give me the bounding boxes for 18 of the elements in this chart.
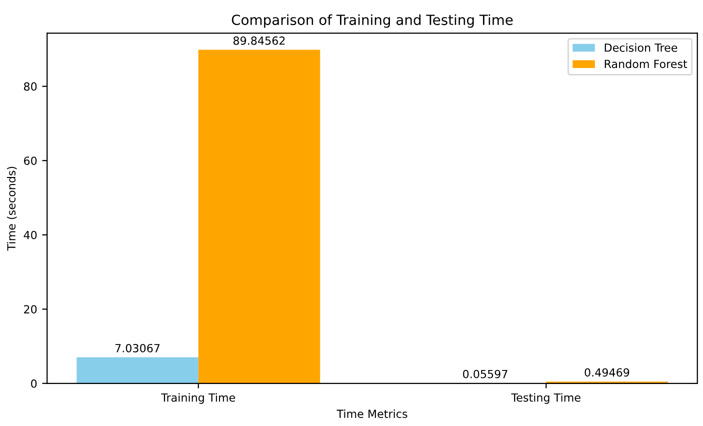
data-label: 0.05597 — [463, 370, 508, 378]
y-tick-label: 0 — [31, 379, 37, 388]
legend-label: Random Forest — [604, 60, 688, 68]
y-tick-label: 80 — [24, 82, 37, 91]
bar — [76, 357, 198, 384]
legend-label: Decision Tree — [604, 43, 678, 52]
bar — [198, 50, 320, 384]
y-tick-label: 60 — [24, 156, 37, 165]
data-label: 89.84562 — [233, 36, 285, 45]
data-label: 7.03067 — [115, 344, 160, 352]
data-label: 0.49469 — [584, 368, 630, 377]
y-axis-title: Time (seconds) — [6, 166, 17, 251]
x-axis-title: Time Metrics — [336, 409, 408, 418]
chart-title: Comparison of Training and Testing Time — [232, 14, 513, 28]
y-tick-label: 20 — [24, 305, 37, 314]
x-tick-label: Testing Time — [511, 393, 580, 404]
x-tick-label: Training Time — [161, 393, 236, 404]
y-tick-label: 40 — [24, 230, 37, 240]
